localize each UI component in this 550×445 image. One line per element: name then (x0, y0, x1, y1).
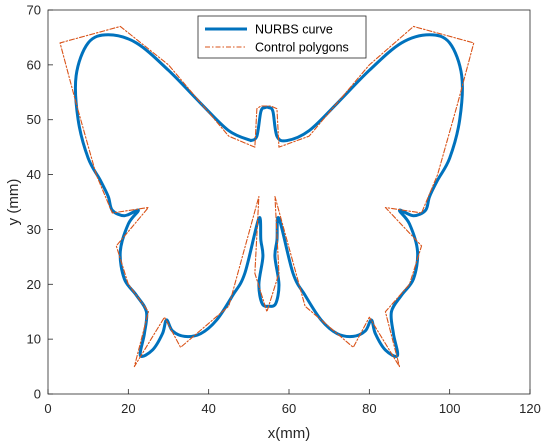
x-tick-label: 40 (201, 401, 215, 416)
x-tick-label: 100 (439, 401, 461, 416)
y-tick-label: 60 (27, 57, 41, 72)
legend: NURBS curve Control polygons (197, 15, 367, 59)
legend-label-control-polygons: Control polygons (255, 41, 349, 55)
plot-area (47, 9, 531, 395)
y-tick-label: 50 (27, 112, 41, 127)
y-tick-label: 0 (34, 387, 41, 402)
y-axis-label: y (mm) (5, 179, 22, 226)
x-tick-label: 0 (44, 401, 51, 416)
y-tick-label: 40 (27, 167, 41, 182)
y-tick-label: 30 (27, 222, 41, 237)
series-layer (59, 25, 475, 368)
ticks-layer: 0 20 40 60 80 100 120 0 10 20 30 40 50 60 70 (27, 3, 541, 417)
legend-box (197, 15, 367, 59)
x-tick-label: 120 (519, 401, 541, 416)
y-tick-label: 10 (27, 332, 41, 347)
y-tick-label: 70 (27, 3, 41, 18)
series-line-nurbs-curve (73, 33, 464, 358)
x-tick-label: 80 (362, 401, 376, 416)
x-tick-label: 20 (121, 401, 135, 416)
legend-label-nurbs-curve: NURBS curve (255, 23, 333, 37)
x-axis-label: x(mm) (268, 425, 310, 442)
series-line-control-polygons (59, 25, 475, 368)
x-tick-label: 60 (282, 401, 296, 416)
y-tick-label: 20 (27, 277, 41, 292)
